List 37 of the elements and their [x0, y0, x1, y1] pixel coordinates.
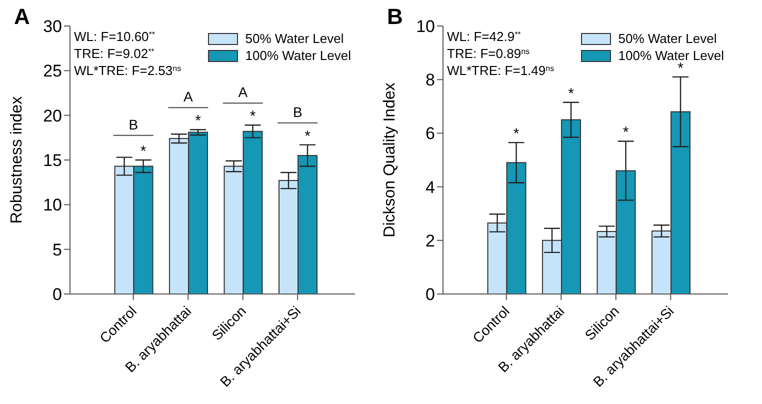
- legend-label: 100% Water Level: [245, 47, 351, 64]
- data-label: *: [622, 124, 629, 142]
- y-tick-label: 15: [43, 151, 62, 170]
- y-tick-label: 4: [426, 178, 435, 197]
- y-axis-title: Robustness index: [8, 96, 26, 224]
- annotation: TRE: F=0.89$^{ns}$: [447, 46, 530, 61]
- y-tick-label: 8: [426, 70, 435, 90]
- annotation: TRE: F=9.02$^{**}$: [74, 46, 154, 61]
- y-tick-label: 0: [426, 285, 435, 304]
- annotation: A: [238, 84, 248, 100]
- y-tick-label: 5: [52, 240, 62, 260]
- y-tick-label: 25: [43, 62, 62, 81]
- annotation: WL: F=42.9$^{**}$: [447, 29, 521, 44]
- annotation: WL*TRE: F=1.49$^{ns}$: [447, 63, 554, 78]
- y-tick-label: 20: [43, 106, 62, 126]
- legend-label: 50% Water Level: [618, 30, 717, 47]
- chart-title: A: [14, 4, 30, 30]
- y-axis-title: Dickson Quality Index: [382, 82, 399, 238]
- data-label: *: [513, 126, 520, 143]
- annotation: B: [128, 116, 138, 132]
- y-tick-label: 2: [426, 231, 435, 250]
- y-tick-label: 6: [426, 124, 435, 144]
- annotation: B: [292, 104, 302, 120]
- annotation: WL*TRE: F=2.53$^{ns}$: [74, 63, 182, 78]
- legend-label: 50% Water Level: [245, 30, 344, 47]
- y-tick-label: 0: [52, 285, 62, 304]
- y-tick-label: 10: [43, 196, 62, 215]
- annotation: A: [183, 88, 194, 105]
- y-tick-label: 30: [43, 17, 62, 36]
- chart-title: B: [387, 4, 403, 30]
- data-label: *: [140, 143, 146, 160]
- data-label: *: [568, 85, 574, 102]
- data-label: *: [195, 112, 202, 130]
- annotation: WL: F=10.60$^{**}$: [74, 29, 156, 44]
- data-label: *: [250, 108, 256, 126]
- data-label: *: [304, 128, 311, 145]
- y-tick-label: 10: [416, 17, 435, 36]
